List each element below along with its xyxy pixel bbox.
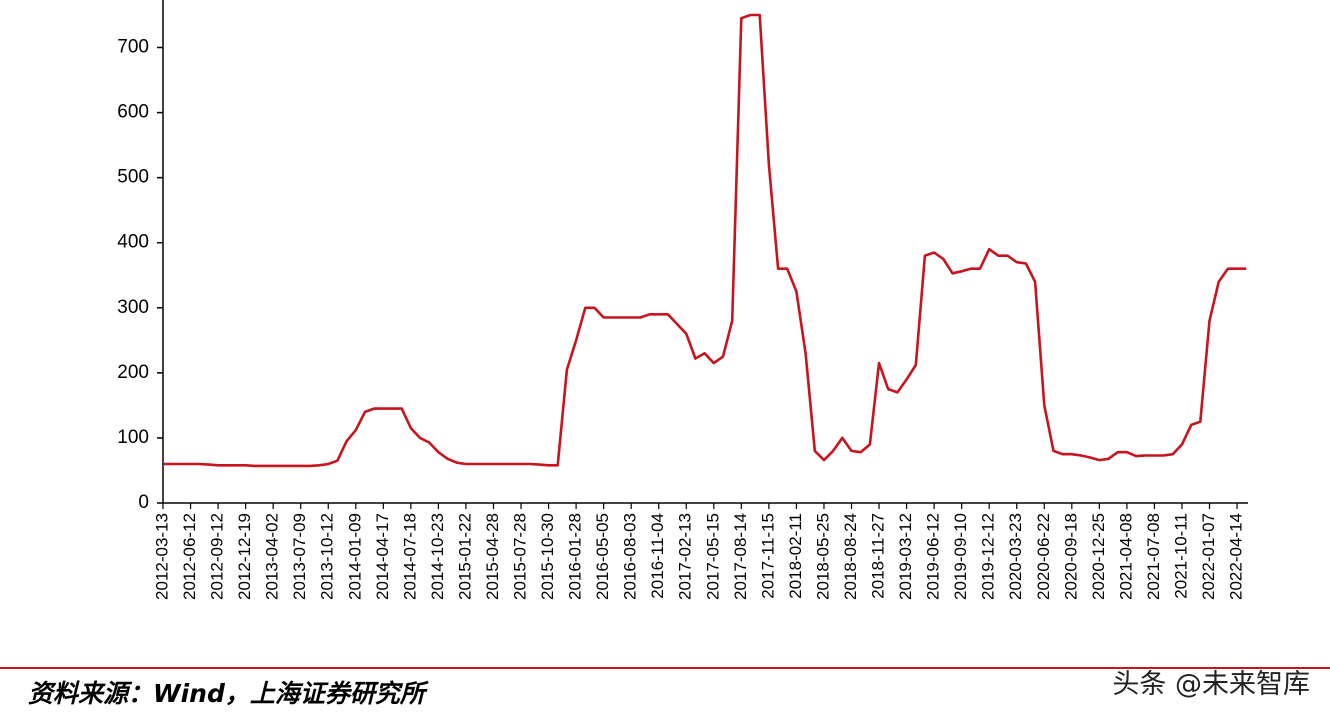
x-tick-label: 2014-07-18 — [400, 513, 419, 600]
x-tick-label: 2016-11-04 — [648, 513, 667, 599]
x-tick-label: 2018-11-27 — [869, 513, 888, 599]
x-tick-label: 2016-01-28 — [566, 513, 585, 600]
x-tick-label: 2012-06-12 — [180, 513, 199, 600]
x-tick-label: 2020-12-25 — [1089, 513, 1108, 600]
x-tick-label: 2018-08-24 — [841, 513, 860, 600]
y-tick-label: 600 — [117, 102, 149, 123]
y-tick-label: 700 — [117, 37, 149, 58]
x-tick-label: 2019-12-12 — [979, 513, 998, 600]
y-tick-label: 500 — [117, 167, 149, 188]
source-note: 资料来源：Wind，上海证券研究所 — [28, 679, 429, 708]
x-tick-label: 2015-10-30 — [538, 513, 557, 600]
x-tick-label: 2018-05-25 — [813, 513, 832, 600]
x-tick-label: 2021-10-11 — [1171, 513, 1190, 599]
y-tick-label: 300 — [117, 297, 149, 318]
x-tick-label: 2013-10-12 — [318, 513, 337, 600]
x-tick-label: 2012-12-19 — [235, 513, 254, 600]
x-tick-label: 2017-05-15 — [703, 513, 722, 600]
x-tick-label: 2017-11-15 — [758, 513, 777, 599]
x-tick-label: 2014-01-09 — [345, 513, 364, 600]
x-tick-label: 2021-07-08 — [1144, 513, 1163, 600]
x-tick-label: 2019-06-12 — [924, 513, 943, 600]
x-tick-label: 2017-02-13 — [676, 513, 695, 600]
x-tick-label: 2019-09-10 — [951, 513, 970, 600]
x-tick-label: 2020-09-18 — [1061, 513, 1080, 600]
x-tick-label: 2012-09-12 — [208, 513, 227, 600]
x-tick-label: 2016-05-05 — [593, 513, 612, 600]
x-tick-label: 2020-03-23 — [1006, 513, 1025, 600]
x-tick-label: 2012-03-13 — [152, 513, 171, 600]
y-tick-label: 200 — [117, 362, 149, 383]
x-tick-label: 2016-08-03 — [621, 513, 640, 600]
x-tick-label: 2022-01-07 — [1199, 513, 1218, 600]
x-tick-label: 2017-08-14 — [731, 513, 750, 600]
x-tick-label: 2015-07-28 — [511, 513, 530, 600]
y-tick-label: 0 — [138, 492, 149, 513]
x-tick-label: 2014-10-23 — [428, 513, 447, 600]
x-tick-label: 2021-04-08 — [1116, 513, 1135, 600]
x-tick-label: 2022-04-14 — [1227, 513, 1246, 600]
line-series — [163, 13, 1247, 468]
x-tick-label: 2018-02-11 — [786, 513, 805, 599]
x-tick-label: 2015-01-22 — [455, 513, 474, 600]
x-tick-label: 2013-04-02 — [263, 513, 282, 600]
watermark: 头条 @未来智库 — [1112, 669, 1310, 700]
y-tick-label: 100 — [117, 427, 149, 448]
x-tick-label: 2015-04-28 — [483, 513, 502, 600]
x-tick-label: 2013-07-09 — [290, 513, 309, 600]
x-tick-label: 2014-04-17 — [373, 513, 392, 600]
x-tick-label: 2019-03-12 — [896, 513, 915, 600]
y-tick-label: 400 — [117, 232, 149, 253]
x-tick-label: 2020-06-22 — [1034, 513, 1053, 600]
